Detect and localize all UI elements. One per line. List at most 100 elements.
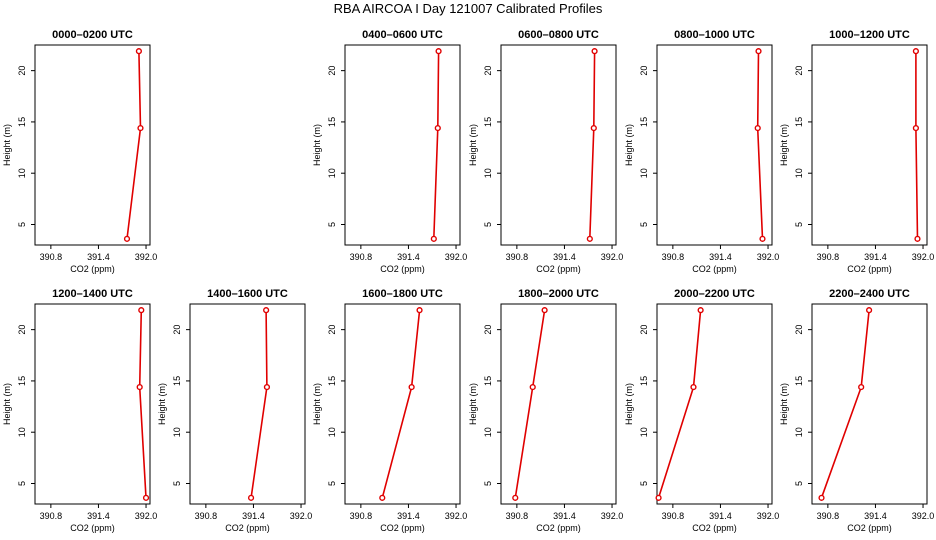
y-tick-label: 10	[483, 168, 493, 178]
data-point	[138, 307, 145, 314]
x-tick-label: 391.4	[397, 511, 420, 521]
x-tick-label: 390.8	[195, 511, 218, 521]
x-tick-label: 391.4	[397, 252, 420, 262]
plot-frame	[500, 44, 617, 246]
y-tick-label: 15	[794, 117, 804, 127]
panel-title: 1000–1200 UTC	[829, 29, 910, 41]
x-tick-label: 392.0	[757, 252, 780, 262]
y-tick-label: 20	[794, 66, 804, 76]
x-tick-label: 390.8	[506, 511, 529, 521]
profile-line	[250, 310, 268, 498]
panel-title: 1200–1400 UTC	[52, 288, 133, 300]
x-tick-label: 390.8	[40, 252, 63, 262]
x-axis-label: CO2 (ppm)	[847, 264, 892, 274]
data-point	[755, 48, 762, 55]
data-point	[263, 383, 271, 391]
data-point	[136, 383, 143, 391]
panel-title: 0600–0800 UTC	[518, 29, 599, 41]
x-axis-label: CO2 (ppm)	[70, 264, 115, 274]
x-tick-label: 391.4	[87, 252, 110, 262]
panel-title: 0800–1000 UTC	[674, 29, 755, 41]
plot-frame	[344, 303, 461, 505]
x-tick-label: 391.4	[709, 511, 732, 521]
y-tick-label: 20	[639, 66, 649, 76]
y-tick-label: 10	[327, 168, 337, 178]
panel-11: 2200–2400 UTC 390.8 391.4 392.0 CO2 (ppm) 5 10…	[779, 288, 934, 533]
profile-line	[126, 51, 142, 239]
y-axis-label: Height (m)	[779, 124, 789, 166]
profile-line	[589, 51, 596, 239]
plot-frame	[34, 303, 151, 505]
y-tick-label: 10	[639, 427, 649, 437]
y-tick-label: 15	[327, 376, 337, 386]
data-point	[697, 307, 704, 314]
panel-10: 2000–2200 UTC 390.8 391.4 392.0 CO2 (ppm) 5 10…	[624, 288, 779, 533]
data-point	[541, 307, 548, 314]
profile-line	[915, 51, 919, 239]
x-tick-label: 392.0	[601, 252, 624, 262]
y-tick-label: 15	[483, 376, 493, 386]
y-tick-label: 5	[172, 481, 182, 486]
x-axis-label: CO2 (ppm)	[380, 264, 425, 274]
y-tick-label: 5	[639, 222, 649, 227]
y-axis-label: Height (m)	[312, 124, 322, 166]
profile-line	[657, 310, 702, 499]
plot-frame	[500, 303, 617, 505]
data-point	[754, 124, 761, 132]
y-tick-label: 10	[17, 168, 27, 178]
y-tick-label: 5	[794, 222, 804, 227]
x-tick-label: 392.0	[445, 511, 468, 521]
x-tick-label: 392.0	[135, 252, 158, 262]
x-tick-label: 390.8	[817, 511, 840, 521]
profile-line	[381, 310, 421, 499]
data-point	[137, 124, 144, 132]
x-axis-label: CO2 (ppm)	[692, 523, 737, 533]
data-point	[529, 383, 536, 391]
panel-title: 1600–1800 UTC	[362, 288, 443, 300]
y-tick-label: 20	[483, 325, 493, 335]
x-tick-label: 392.0	[601, 511, 624, 521]
y-axis-label: Height (m)	[624, 124, 634, 166]
y-axis-label: Height (m)	[157, 383, 167, 425]
y-tick-label: 15	[327, 117, 337, 127]
x-axis-label: CO2 (ppm)	[847, 523, 892, 533]
x-tick-label: 392.0	[135, 511, 158, 521]
panel-7: 1400–1600 UTC 390.8 391.4 392.0 CO2 (ppm) 5 10…	[157, 288, 312, 533]
y-tick-label: 10	[639, 168, 649, 178]
data-point	[591, 48, 598, 55]
y-tick-label: 20	[17, 325, 27, 335]
data-point	[818, 494, 825, 501]
data-point	[914, 235, 921, 242]
y-tick-label: 20	[327, 66, 337, 76]
data-point	[912, 124, 919, 132]
data-point	[416, 307, 423, 314]
y-tick-label: 10	[172, 427, 182, 437]
panel-title: 2200–2400 UTC	[829, 288, 910, 300]
x-tick-label: 390.8	[662, 252, 685, 262]
panel-5: 1000–1200 UTC 390.8 391.4 392.0 CO2 (ppm) 5 10…	[779, 29, 934, 274]
panel-title: 0400–0600 UTC	[362, 29, 443, 41]
x-axis-label: CO2 (ppm)	[536, 523, 581, 533]
y-tick-label: 15	[17, 117, 27, 127]
profile-line	[433, 51, 440, 239]
panel-9: 1800–2000 UTC 390.8 391.4 392.0 CO2 (ppm) 5 10…	[468, 288, 623, 533]
panel-title: 1800–2000 UTC	[518, 288, 599, 300]
y-tick-label: 15	[639, 376, 649, 386]
data-point	[379, 494, 386, 501]
data-point	[655, 494, 662, 501]
plot-frame	[811, 44, 928, 246]
x-tick-label: 391.4	[553, 511, 576, 521]
panel-6: 1200–1400 UTC 390.8 391.4 392.0 CO2 (ppm) 5 10…	[2, 288, 157, 533]
panel-0: 0000–0200 UTC 390.8 391.4 392.0 CO2 (ppm) 5 10…	[2, 29, 157, 274]
y-tick-label: 10	[794, 427, 804, 437]
y-axis-label: Height (m)	[2, 124, 12, 166]
x-tick-label: 390.8	[662, 511, 685, 521]
data-point	[247, 494, 255, 501]
x-axis-label: CO2 (ppm)	[380, 523, 425, 533]
y-tick-label: 5	[327, 222, 337, 227]
x-tick-label: 391.4	[864, 252, 887, 262]
x-axis-label: CO2 (ppm)	[692, 264, 737, 274]
x-tick-label: 391.4	[709, 252, 732, 262]
data-point	[512, 494, 519, 501]
